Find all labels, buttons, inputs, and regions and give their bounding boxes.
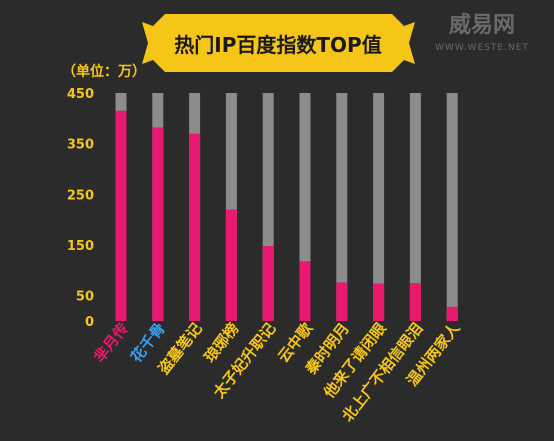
watermark-url: WWW.WESTE.NET [435,43,529,53]
bar [409,283,421,321]
title-banner-left-ornament [142,22,153,64]
bar-background [373,93,385,321]
y-tick-label: 450 [67,87,94,102]
bar [446,306,458,321]
bar [115,110,127,321]
bar [373,283,385,321]
bar-background [225,93,237,321]
title-banner-right-ornament [404,22,415,64]
bar [189,133,201,321]
bar-background [336,93,348,321]
bar [225,209,237,321]
bar [336,282,348,321]
bar [299,261,311,321]
unit-label: （单位：万） [62,63,146,80]
bar-background [409,93,421,321]
title-banner-shape [153,14,404,72]
bar-background [446,93,458,321]
y-tick-label: 250 [67,188,94,203]
watermark-brand: 威易网 [449,12,515,38]
bar-background [299,93,311,321]
chart-title: 热门IP百度指数TOP值 [174,33,381,57]
bar [262,246,274,321]
title-banner: 热门IP百度指数TOP值 [142,14,415,72]
x-axis: 芈月传花千骨盗墓笔记琅琊榜太子妃升职记云中歌秦时明月他来了请闭眼北上广不相信眼泪… [90,319,464,425]
bars [115,93,458,321]
watermark: 威易网 WWW.WESTE.NET [435,12,529,53]
y-tick-label: 350 [67,138,94,153]
y-tick-label: 150 [67,239,94,254]
bar-background [262,93,274,321]
y-axis: 0 50 150 250 350 450 [67,87,94,330]
y-tick-label: 50 [76,290,94,305]
bar [152,127,164,321]
y-tick-label: 0 [85,315,94,330]
category-label: 芈月传 [90,319,132,366]
